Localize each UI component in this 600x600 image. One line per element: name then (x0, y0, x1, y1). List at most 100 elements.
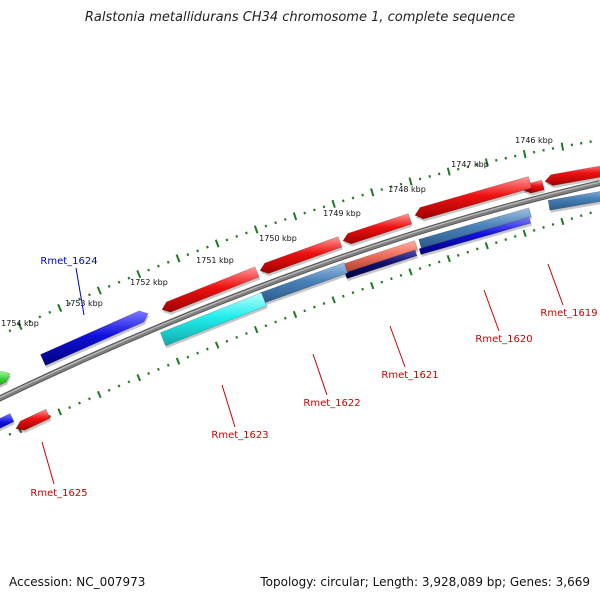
ruler-dot (551, 222, 555, 226)
gene-features (0, 165, 600, 433)
ruler-dot (399, 182, 403, 186)
ruler-dot (322, 301, 326, 305)
ruler-dot (418, 177, 422, 181)
ruler-dot (48, 414, 52, 418)
ruler-dot (351, 291, 355, 295)
ruler-dot (196, 249, 199, 253)
backbone-highlight (0, 181, 600, 399)
ruler-dot (186, 355, 190, 359)
gene-rmet-1624 (40, 310, 149, 369)
ruler-major-tick (446, 167, 451, 176)
ruler-dot (245, 331, 248, 335)
gene-label-rmet-1622: Rmet_1622 (303, 398, 360, 409)
gene-body (161, 266, 260, 313)
gene-arrow (161, 266, 261, 315)
ruler-tick-label: 1751 kbp (196, 256, 234, 265)
gene-body (15, 408, 51, 431)
gene-rmet-1625 (15, 408, 52, 433)
ruler-major-tick (96, 286, 102, 295)
ruler-dot (303, 211, 307, 215)
ruler-major-tick (560, 142, 565, 151)
ruler-dot (225, 339, 229, 343)
ruler-dot (457, 167, 460, 171)
gene-body (344, 249, 418, 280)
ruler-dot (542, 225, 545, 229)
ruler-major-tick (214, 341, 220, 349)
ruler-dot (68, 406, 72, 410)
ruler-dot (196, 351, 200, 355)
ruler-tick-label: 1747 kbp (451, 160, 489, 169)
ruler-tick-label: 1752 kbp (130, 278, 168, 287)
gene-body (418, 216, 532, 255)
ruler-major-tick (370, 282, 375, 290)
ruler-major-tick (331, 296, 336, 304)
ruler-major-tick (214, 239, 220, 248)
ruler-dot (117, 280, 121, 284)
ruler-layer: 1746 kbp 1747 kbp 1748 kbp 1749 kbp 1750 kbp… (1, 136, 592, 436)
ruler-dot (589, 211, 592, 215)
ruler-dot (166, 363, 170, 367)
genome-summary-text: Topology: circular; Length: 3,928,089 bp… (260, 575, 590, 589)
gene-label-rmet-1619: Rmet_1619 (540, 308, 597, 319)
ruler-dot (513, 235, 517, 238)
chromosome-backbone (0, 180, 600, 402)
gene-label-rmet-1625: Rmet_1625 (30, 488, 87, 499)
gene-arrow (0, 370, 11, 388)
ruler-dot (88, 293, 91, 297)
ruler-dot (245, 231, 248, 235)
gene-leader-line (41, 441, 55, 485)
gene-arrow (259, 236, 343, 277)
ruler-dot (147, 268, 150, 272)
ruler-major-tick (446, 254, 451, 263)
ruler-dot (504, 156, 507, 160)
ruler-dot (166, 260, 170, 264)
ruler-dot (495, 158, 498, 162)
ruler-major-tick (292, 212, 298, 221)
gene-body (418, 207, 532, 249)
ruler-dot (418, 267, 422, 271)
ruler-dot (399, 273, 403, 277)
ruler-dot (127, 276, 131, 280)
gene-body (547, 191, 600, 211)
ruler-tick-label: 1749 kbp (323, 209, 361, 218)
ruler-dot (8, 329, 12, 333)
backbone-line (0, 181, 600, 401)
ruler-dot (264, 324, 268, 328)
gene-leader-line (75, 267, 85, 316)
ruler-dot (504, 238, 508, 241)
map-title: Ralstonia metallidurans CH34 chromosome … (84, 10, 516, 25)
ruler-dot (437, 172, 441, 176)
ruler-major-tick (408, 177, 413, 186)
ruler-major-tick (522, 150, 527, 159)
gene-body (342, 213, 413, 245)
ruler-dot (313, 208, 316, 212)
ruler-major-tick (408, 268, 413, 276)
ruler-major-tick (292, 310, 298, 319)
ruler-dot (579, 214, 583, 218)
lower-ruler (8, 211, 592, 436)
ruler-dot (303, 309, 307, 313)
ruler-tick-label: 1746 kbp (515, 136, 553, 145)
ruler-dot (157, 264, 160, 268)
ruler-dot (28, 319, 32, 323)
ruler-major-tick (17, 321, 23, 331)
ruler-dot (157, 367, 160, 371)
ruler-major-tick (136, 374, 142, 382)
ruler-major-tick (57, 303, 63, 312)
ruler-dot (107, 388, 111, 392)
ruler-dot (78, 297, 81, 301)
ruler-major-tick (96, 390, 102, 399)
ruler-dot (274, 221, 277, 225)
gene-label-rmet-1623: Rmet_1623 (211, 430, 268, 441)
ruler-dot (206, 245, 209, 249)
gene-rmet-1621 (344, 249, 418, 282)
gene-arrow (547, 191, 600, 213)
gene-body (0, 413, 15, 429)
ruler-dot (78, 401, 81, 405)
ruler-dot (437, 260, 441, 264)
gene-rmet-1623 (160, 292, 268, 349)
ruler-dot (68, 301, 72, 305)
ruler-tick-label: 1748 kbp (388, 185, 426, 194)
ruler-tick-label: 1754 kbp (1, 319, 39, 328)
